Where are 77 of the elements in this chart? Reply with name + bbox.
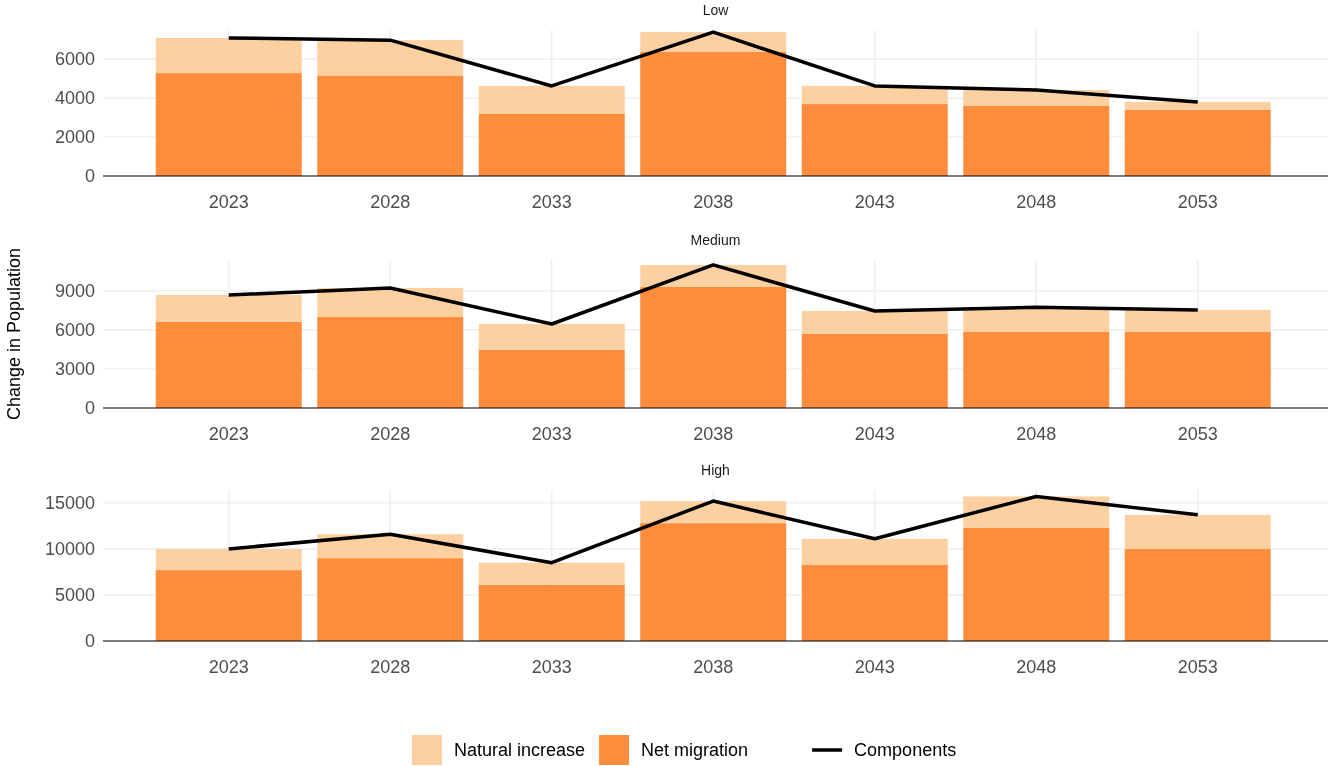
x-tick-label: 2033	[531, 192, 572, 212]
legend-label: Net migration	[641, 740, 749, 761]
bar	[478, 85, 625, 115]
x-tick-label: 2028	[370, 192, 411, 212]
bar	[801, 85, 948, 105]
bar	[155, 548, 302, 571]
chart-title: Low	[702, 2, 730, 18]
y-tick-label: 4000	[54, 88, 95, 109]
chart-title: Medium	[690, 232, 741, 248]
bar	[963, 331, 1110, 408]
y-tick-label: 10000	[44, 539, 95, 560]
legend-label: Components	[854, 740, 957, 761]
bar	[155, 73, 302, 176]
y-tick-label: 3000	[54, 359, 95, 380]
bar	[155, 294, 302, 322]
y-tick-label: 9000	[54, 281, 95, 302]
x-tick-label: 2038	[693, 424, 734, 444]
bar	[963, 106, 1110, 176]
y-tick-label: 5000	[54, 585, 95, 606]
bar	[1124, 309, 1271, 332]
x-tick-label: 2023	[208, 192, 249, 212]
bar	[155, 37, 302, 74]
x-tick-label: 2053	[1177, 424, 1218, 444]
bar	[801, 538, 948, 565]
bar	[801, 334, 948, 408]
bar	[801, 564, 948, 641]
bar	[478, 562, 625, 585]
bar	[640, 523, 787, 641]
y-tick-label: 0	[84, 166, 95, 187]
y-tick-label: 6000	[54, 320, 95, 341]
bar	[801, 310, 948, 334]
bar	[1124, 331, 1271, 408]
x-tick-label: 2048	[1016, 657, 1057, 677]
y-tick-label: 2000	[54, 127, 95, 148]
legend-label: Natural increase	[454, 740, 586, 761]
x-tick-label: 2033	[531, 657, 572, 677]
bar	[155, 321, 302, 408]
line-series	[227, 263, 1200, 326]
y-tick-label: 0	[84, 398, 95, 419]
bar	[478, 584, 625, 641]
x-tick-label: 2043	[854, 657, 895, 677]
bar	[1124, 109, 1271, 176]
x-tick-label: 2038	[693, 192, 734, 212]
x-tick-label: 2048	[1016, 424, 1057, 444]
bar	[1124, 548, 1271, 641]
x-tick-label: 2053	[1177, 657, 1218, 677]
x-tick-label: 2028	[370, 657, 411, 677]
x-tick-label: 2048	[1016, 192, 1057, 212]
bar	[478, 114, 625, 176]
bar	[1124, 514, 1271, 549]
bar	[317, 316, 464, 408]
bar	[317, 40, 464, 76]
bar	[1124, 101, 1271, 110]
line-series	[227, 30, 1200, 104]
bar	[963, 527, 1110, 641]
x-tick-label: 2043	[854, 192, 895, 212]
x-tick-label: 2023	[208, 657, 249, 677]
bar	[801, 104, 948, 176]
chart-title: High	[701, 462, 730, 478]
bar	[478, 323, 625, 350]
bar	[317, 76, 464, 176]
y-axis-title: Change in Population	[4, 247, 24, 421]
y-tick-label: 6000	[54, 49, 95, 70]
bar	[640, 286, 787, 408]
x-tick-label: 2053	[1177, 192, 1218, 212]
x-tick-label: 2038	[693, 657, 734, 677]
x-tick-label: 2033	[531, 424, 572, 444]
bar	[317, 558, 464, 641]
x-tick-label: 2043	[854, 424, 895, 444]
bar	[155, 570, 302, 641]
bar	[640, 52, 787, 176]
y-tick-label: 0	[84, 631, 95, 652]
x-tick-label: 2023	[208, 424, 249, 444]
line-series	[227, 494, 1200, 565]
bar	[478, 350, 625, 408]
x-tick-label: 2028	[370, 424, 411, 444]
y-tick-label: 15000	[44, 493, 95, 514]
